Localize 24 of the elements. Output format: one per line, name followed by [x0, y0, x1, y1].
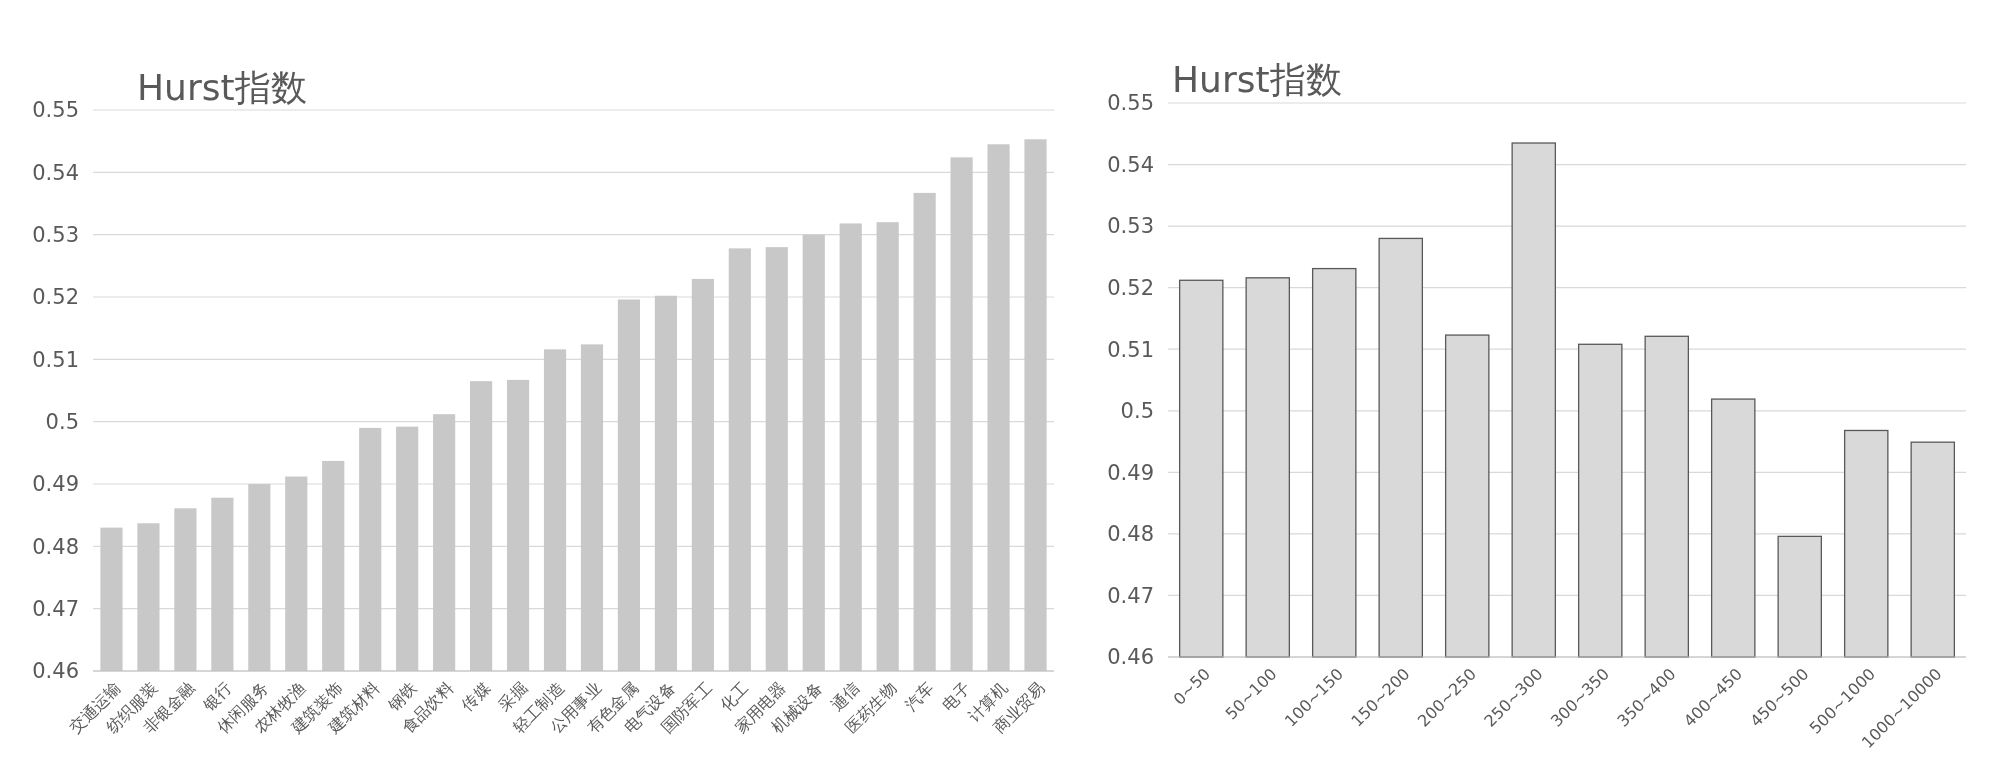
y-tick-label: 0.53	[1107, 214, 1154, 239]
y-tick-label: 0.51	[1107, 337, 1154, 362]
y-tick-label: 0.5	[1120, 399, 1154, 424]
y-tick-label: 0.47	[1107, 583, 1154, 608]
y-tick-label: 0.47	[32, 597, 79, 622]
y-tick-label: 0.48	[1107, 522, 1154, 547]
y-tick-label: 0.49	[32, 472, 79, 497]
y-tick-label: 0.48	[32, 534, 79, 559]
y-tick-label: 0.54	[1107, 152, 1154, 177]
y-tick-label: 0.55	[32, 98, 79, 123]
x-tick-label: 传媒	[457, 678, 494, 715]
chart-title: Hurst指数	[1172, 59, 1342, 100]
y-tick-label: 0.54	[32, 160, 79, 185]
y-tick-label: 0.49	[1107, 460, 1154, 485]
y-tick-label: 0.51	[32, 347, 79, 372]
chart-title: Hurst指数	[137, 67, 307, 108]
y-tick-label: 0.5	[45, 410, 79, 435]
y-tick-label: 0.53	[32, 223, 79, 248]
y-tick-label: 0.52	[1107, 276, 1154, 301]
y-tick-label: 0.55	[1107, 91, 1154, 116]
y-tick-label: 0.52	[32, 285, 79, 310]
y-tick-label: 0.46	[1107, 645, 1154, 670]
y-tick-label: 0.46	[32, 659, 79, 684]
x-tick-label: 汽车	[901, 678, 938, 715]
